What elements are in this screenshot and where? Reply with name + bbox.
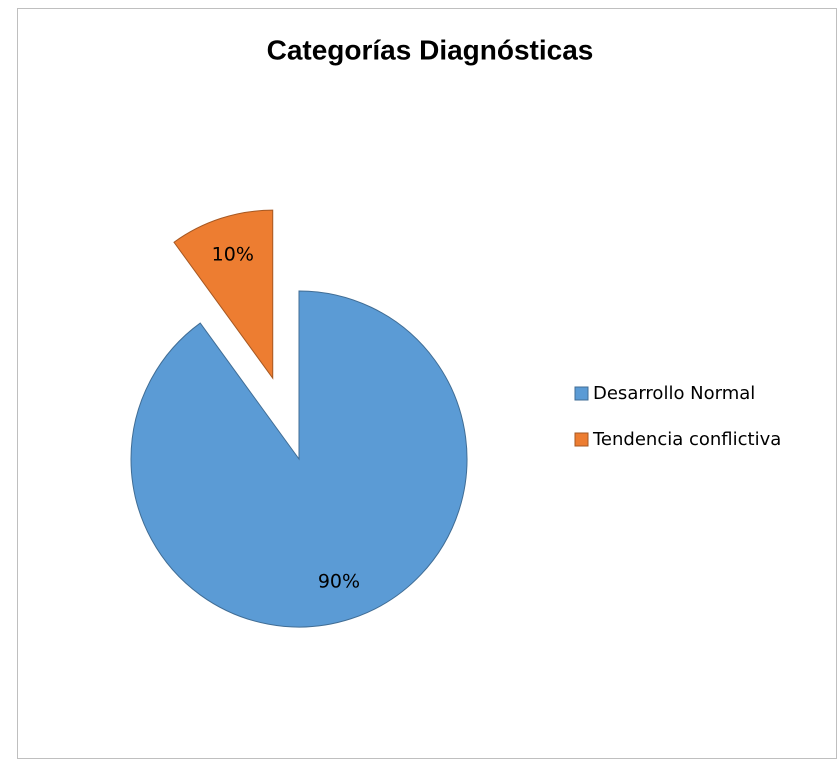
data-label: 10% — [212, 244, 254, 266]
legend-label: Desarrollo Normal — [593, 383, 755, 404]
legend-swatch — [574, 432, 589, 447]
data-label: 90% — [318, 571, 360, 593]
legend-label: Tendencia conflictiva — [592, 429, 781, 450]
legend-swatch — [574, 386, 589, 401]
pie-slice — [130, 290, 468, 628]
chart-title: Categorías Diagnósticas — [267, 34, 594, 65]
pie-slice — [173, 209, 274, 380]
